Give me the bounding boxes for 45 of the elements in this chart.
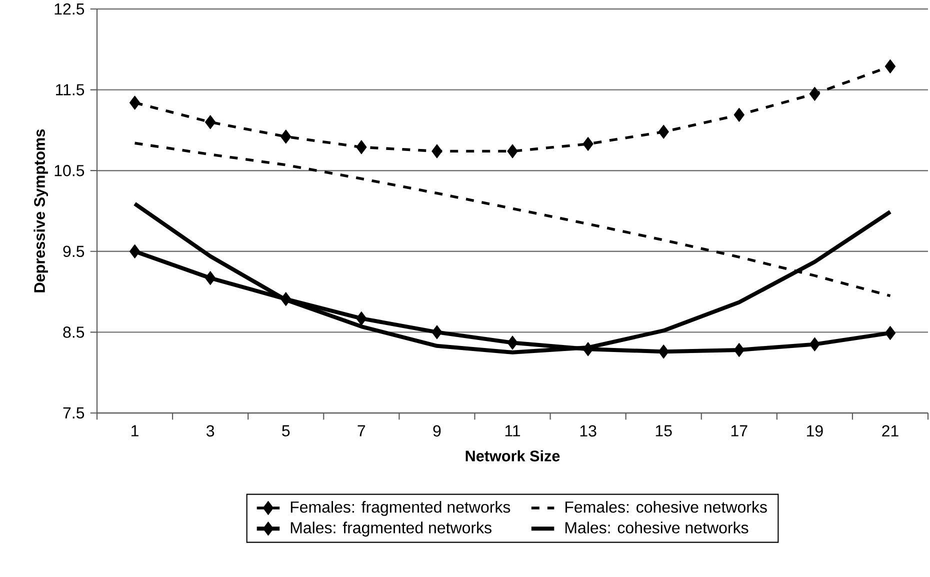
point [129,96,140,110]
point [809,86,820,101]
point [204,115,216,130]
y-axis-title: Depressive Symptoms [34,129,48,292]
legend-label: Females: cohesive networks [565,500,767,513]
point [280,292,292,306]
point [658,124,669,139]
legend-label: Males: fragmented networks [290,522,492,537]
point [129,244,140,258]
point [356,311,367,326]
point [582,136,594,151]
point [432,144,442,158]
y-tick-label: 11.5 [56,84,84,96]
x-tick-label: 5 [282,425,290,436]
point [884,59,896,74]
point [280,130,292,144]
point [356,140,367,154]
point [507,336,518,350]
point [809,337,820,352]
x-tick-label: 3 [206,425,214,437]
point [884,326,896,340]
x-tick-label: 19 [807,425,823,437]
y-tick-label: 7.5 [63,407,84,419]
point [204,271,216,286]
x-tick-label: 21 [882,425,898,436]
y-tick-label: 9.5 [63,246,84,258]
y-tick-label: 10.5 [54,164,84,176]
x-tick-label: 11 [505,425,520,436]
point [432,325,442,340]
point [734,342,744,357]
x-tick-label: 1 [132,425,138,436]
point [734,108,744,122]
legend-label: Males: cohesive networks [565,522,748,534]
legend-label: Females: fragmented networks [290,500,510,516]
y-tick-label: 8.5 [63,326,84,338]
point [658,344,669,359]
point [582,342,594,356]
x-tick-label: 15 [656,425,672,436]
x-tick-label: 9 [433,425,441,437]
point [507,144,518,158]
x-tick-label: 7 [358,425,366,436]
y-tick-label: 12.5 [54,3,84,15]
x-tick-label: 17 [731,425,748,436]
x-axis-title: Network Size [466,450,560,462]
x-tick-label: 13 [580,425,596,437]
